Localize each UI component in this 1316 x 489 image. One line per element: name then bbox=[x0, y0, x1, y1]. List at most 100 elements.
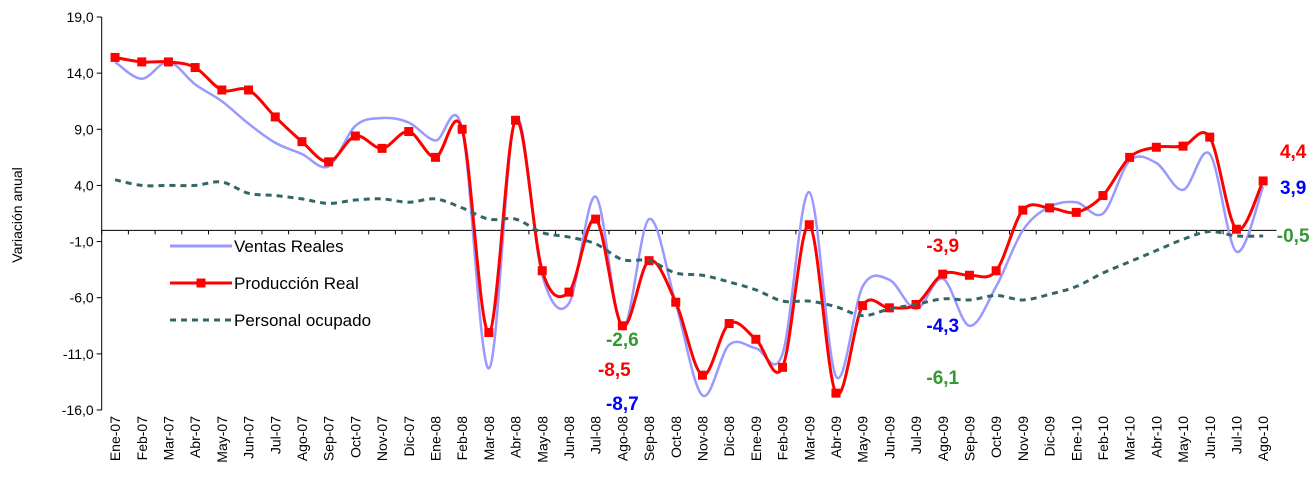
marker bbox=[697, 370, 707, 380]
x-tick-label: Nov-08 bbox=[694, 416, 710, 461]
y-axis-title: Variación anual bbox=[9, 167, 25, 262]
x-tick-label: Abr-08 bbox=[508, 416, 524, 458]
x-tick-label: Mar-10 bbox=[1122, 416, 1138, 461]
marker bbox=[511, 115, 521, 125]
legend-label: Producción Real bbox=[234, 274, 359, 293]
marker bbox=[858, 301, 868, 311]
x-tick-label: Nov-09 bbox=[1015, 416, 1031, 461]
marker bbox=[991, 266, 1001, 276]
marker bbox=[964, 270, 974, 280]
data-label: 3,9 bbox=[1280, 178, 1306, 199]
marker bbox=[1151, 142, 1161, 152]
x-tick-label: Jul-07 bbox=[267, 416, 283, 454]
x-tick-label: Ago-07 bbox=[294, 416, 310, 461]
marker bbox=[778, 362, 788, 372]
marker bbox=[163, 57, 173, 67]
marker bbox=[671, 297, 681, 307]
marker bbox=[377, 143, 387, 153]
marker bbox=[110, 52, 120, 62]
y-tick-label: 14,0 bbox=[66, 65, 93, 81]
x-tick-label: Ene-10 bbox=[1068, 416, 1084, 461]
x-tick-label: May-08 bbox=[534, 416, 550, 463]
y-tick-label: 4,0 bbox=[74, 177, 94, 193]
x-tick-label: Feb-10 bbox=[1095, 416, 1111, 461]
y-tick-label: -1,0 bbox=[70, 234, 94, 250]
x-tick-label: Ago-10 bbox=[1255, 416, 1271, 461]
x-tick-label: Sep-07 bbox=[321, 416, 337, 461]
marker bbox=[1125, 152, 1135, 162]
x-tick-label: May-09 bbox=[855, 416, 871, 463]
marker bbox=[270, 112, 280, 122]
x-tick-label: Dic-09 bbox=[1042, 416, 1058, 457]
marker bbox=[484, 328, 494, 338]
x-tick-label: May-10 bbox=[1175, 416, 1191, 463]
legend-label: Personal ocupado bbox=[234, 311, 371, 330]
marker bbox=[1258, 176, 1268, 186]
marker bbox=[244, 85, 254, 95]
x-tick-label: Mar-07 bbox=[160, 416, 176, 461]
marker bbox=[804, 220, 814, 230]
x-tick-label: Jun-08 bbox=[561, 416, 577, 459]
legend-marker bbox=[196, 278, 206, 288]
data-label: 4,4 bbox=[1280, 142, 1307, 163]
line-series bbox=[114, 55, 1265, 396]
x-tick-label: Mar-08 bbox=[481, 416, 497, 461]
marker bbox=[1178, 141, 1188, 151]
data-label: -3,9 bbox=[926, 236, 959, 257]
marker bbox=[1071, 207, 1081, 217]
marker bbox=[831, 388, 841, 398]
marker bbox=[430, 152, 440, 162]
data-label: -0,5 bbox=[1277, 226, 1310, 247]
y-tick-label: -11,0 bbox=[63, 346, 94, 362]
marker bbox=[1018, 205, 1028, 215]
x-tick-label: Ene-07 bbox=[107, 416, 123, 461]
marker bbox=[724, 319, 734, 329]
x-tick-label: Jun-10 bbox=[1202, 416, 1218, 459]
x-tick-label: Ene-08 bbox=[427, 416, 443, 461]
marker bbox=[457, 124, 467, 134]
x-tick-label: Abr-07 bbox=[187, 416, 203, 458]
x-tick-label: Dic-08 bbox=[721, 416, 737, 457]
x-tick-label: May-07 bbox=[214, 416, 230, 463]
x-tick-label: Abr-10 bbox=[1148, 416, 1164, 458]
x-tick-label: Jun-07 bbox=[241, 416, 257, 459]
x-tick-label: Jun-09 bbox=[881, 416, 897, 459]
marker bbox=[217, 85, 227, 95]
y-tick-label: -16,0 bbox=[62, 402, 94, 418]
y-tick-label: -6,0 bbox=[70, 290, 94, 306]
x-tick-label: Ago-09 bbox=[935, 416, 951, 461]
x-tick-label: Feb-07 bbox=[134, 416, 150, 461]
marker bbox=[324, 157, 334, 167]
legend-label: Ventas Reales bbox=[234, 237, 344, 256]
marker bbox=[751, 334, 761, 344]
x-tick-label: Ago-08 bbox=[614, 416, 630, 461]
x-tick-label: Abr-09 bbox=[828, 416, 844, 458]
data-label: -8,5 bbox=[598, 360, 631, 381]
x-tick-label: Oct-09 bbox=[988, 416, 1004, 458]
marker bbox=[564, 287, 574, 297]
x-tick-label: Mar-09 bbox=[801, 416, 817, 461]
x-tick-label: Jul-09 bbox=[908, 416, 924, 454]
x-tick-label: Nov-07 bbox=[374, 416, 390, 461]
marker bbox=[1205, 132, 1215, 142]
x-tick-label: Jul-08 bbox=[588, 416, 604, 454]
x-tick-label: Dic-07 bbox=[401, 416, 417, 457]
marker bbox=[938, 269, 948, 279]
y-tick-label: 19,0 bbox=[66, 9, 93, 25]
x-tick-label: Sep-09 bbox=[961, 416, 977, 461]
data-label: -8,7 bbox=[606, 394, 639, 415]
data-label: -2,6 bbox=[606, 330, 639, 351]
x-tick-label: Ene-09 bbox=[748, 416, 764, 461]
marker bbox=[591, 214, 601, 224]
x-tick-label: Sep-08 bbox=[641, 416, 657, 461]
x-tick-label: Oct-07 bbox=[347, 416, 363, 458]
marker bbox=[537, 266, 547, 276]
marker bbox=[350, 131, 360, 141]
marker bbox=[137, 57, 147, 67]
line-series bbox=[114, 178, 1264, 318]
marker bbox=[404, 127, 414, 137]
data-label: -4,3 bbox=[926, 316, 959, 337]
marker bbox=[1098, 191, 1108, 201]
x-tick-label: Feb-08 bbox=[454, 416, 470, 461]
